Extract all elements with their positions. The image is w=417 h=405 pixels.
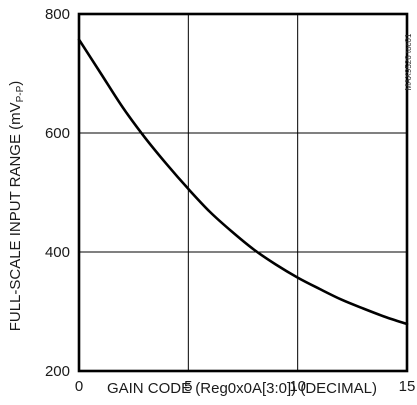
y-axis-label-subscript: P-P (15, 85, 26, 102)
figure-id: MAX9526 toc01 (404, 33, 413, 90)
y-tick-label: 200 (45, 363, 70, 380)
y-tick-label: 800 (45, 6, 70, 23)
y-axis-label-suffix: ) (7, 81, 24, 86)
y-tick-label: 600 (45, 125, 70, 142)
series-line (77, 38, 409, 326)
y-tick-labels: 200 400 600 800 (45, 6, 70, 380)
x-tick-label: 10 (289, 378, 306, 395)
x-tick-label: 0 (75, 378, 83, 395)
y-axis-label-prefix: FULL-SCALE INPUT RANGE (mV (7, 102, 24, 331)
x-tick-label: 15 (399, 378, 416, 395)
y-tick-label: 400 (45, 244, 70, 261)
x-tick-label: 5 (184, 378, 192, 395)
x-axis-label: GAIN CODE (Reg0x0A[3:0]) (DECIMAL) (107, 380, 377, 397)
plot-frame (77, 12, 409, 373)
grid-lines (79, 14, 407, 371)
y-axis-label: FULL-SCALE INPUT RANGE (mVP-P) (7, 81, 26, 332)
x-tick-labels: 0 5 10 15 (75, 378, 416, 395)
